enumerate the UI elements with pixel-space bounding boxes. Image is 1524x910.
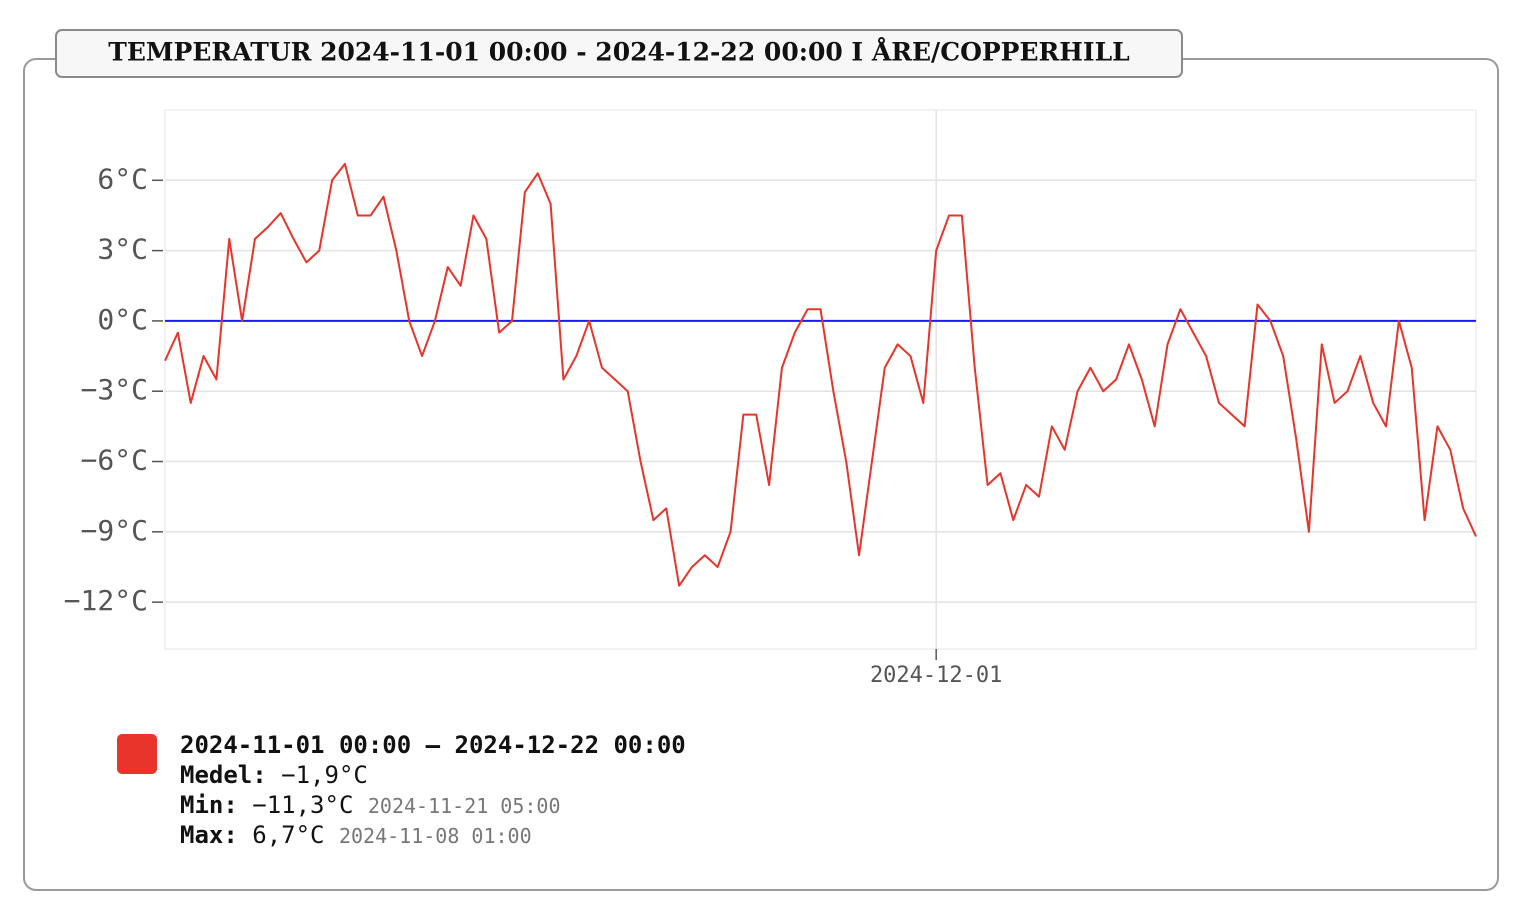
legend-mean: Medel: −1,9°C: [180, 761, 368, 789]
min-time: 2024-11-21 05:00: [368, 794, 561, 818]
mean-label: Medel:: [180, 761, 267, 789]
y-tick-label: 0°C: [97, 303, 148, 336]
max-label: Max:: [180, 821, 238, 849]
title-box: [55, 29, 1183, 78]
max-value: 6,7°C: [252, 821, 324, 849]
legend-max: Max: 6,7°C 2024-11-08 01:00: [180, 821, 532, 849]
legend-swatch: [117, 734, 157, 774]
legend-min: Min: −11,3°C 2024-11-21 05:00: [180, 791, 561, 819]
mean-value: −1,9°C: [281, 761, 368, 789]
y-tick-label: 3°C: [97, 233, 148, 266]
temperature-line: [164, 162, 1477, 587]
chart-title: TEMPERATUR 2024-11-01 00:00 - 2024-12-22…: [108, 38, 1130, 67]
legend: 2024-11-01 00:00 – 2024-12-22 00:00 Mede…: [180, 731, 686, 849]
y-tick-label: −9°C: [81, 514, 148, 547]
min-value: −11,3°C: [252, 791, 353, 819]
legend-title: 2024-11-01 00:00 – 2024-12-22 00:00: [180, 731, 686, 759]
y-tick-label: −12°C: [64, 584, 148, 617]
x-tick-label: 2024-12-01: [870, 663, 1002, 688]
plot-area: [164, 109, 1477, 650]
y-tick-label: −6°C: [81, 444, 148, 477]
y-tick-label: −3°C: [81, 373, 148, 406]
max-time: 2024-11-08 01:00: [339, 824, 532, 848]
plot: −12°C −9°C −6°C −3°C 0°C 3°C 6°C 2024-12-01: [64, 110, 1477, 688]
y-tick-label: 6°C: [97, 162, 148, 195]
min-label: Min:: [180, 791, 238, 819]
